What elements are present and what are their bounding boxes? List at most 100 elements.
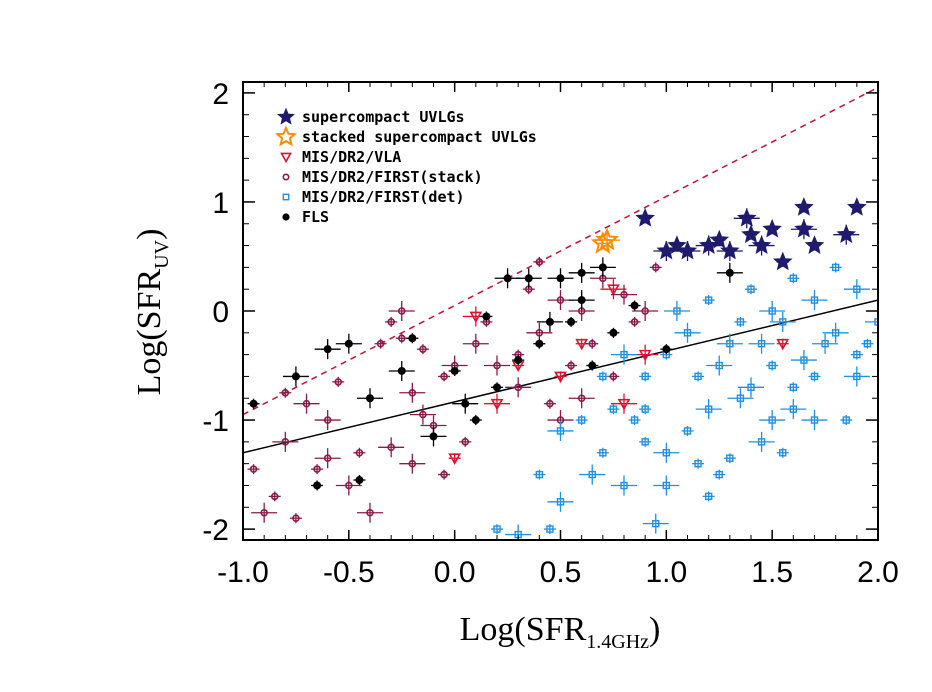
mis-dr2-first-stack-point — [577, 394, 586, 403]
mis-dr2-first-det-point — [588, 470, 596, 479]
mis-dr2-first-stack-point — [440, 372, 448, 381]
supercompact-uvlgs-point — [772, 251, 793, 271]
mis-dr2-first-stack-point — [514, 383, 522, 392]
mis-dr2-first-det-point — [599, 372, 607, 381]
fls-point — [408, 334, 417, 343]
legend-marker-mis-dr2-vla — [280, 152, 292, 164]
mis-dr2-first-det-point — [683, 329, 692, 337]
legend-marker-supercompact-uvlgs — [277, 107, 295, 125]
mis-dr2-first-det-point — [726, 340, 734, 348]
x-tick-label: -1.0 — [217, 556, 269, 589]
mis-dr2-first-det-point — [662, 481, 671, 490]
y-tick-label: -2 — [202, 514, 229, 547]
mis-dr2-first-stack-point — [546, 399, 554, 408]
mis-dr2-first-det-point — [641, 405, 649, 413]
mis-dr2-first-det-point — [556, 427, 565, 435]
mis-dr2-first-det-point — [652, 519, 660, 528]
mis-dr2-first-stack-point — [588, 339, 597, 348]
supercompact-uvlgs-point — [762, 218, 782, 238]
x-tick-label: 1.0 — [645, 556, 687, 589]
mis-dr2-first-stack-point — [567, 361, 575, 370]
mis-dr2-first-stack-point — [440, 470, 448, 479]
mis-dr2-first-stack-point — [461, 438, 470, 446]
mis-dr2-first-det-point — [673, 307, 681, 315]
mis-dr2-first-stack-point — [630, 318, 639, 326]
fls-point — [524, 274, 533, 283]
mis-dr2-first-det-point — [726, 454, 734, 462]
mis-dr2-first-det-point — [789, 405, 798, 413]
axis-ticks: -1.0 -0.5 0.0 0.5 1.0 1.5 2.0 -2 -1 0 1 2 — [202, 78, 899, 589]
mis-dr2-first-det-point — [810, 416, 819, 424]
mis-dr2-first-det-point — [747, 285, 755, 293]
one-to-one-line — [243, 86, 878, 416]
x-tick-label: 2.0 — [857, 556, 899, 589]
supercompact-uvlgs-point — [794, 218, 814, 238]
fls-point — [577, 268, 586, 277]
mis-dr2-vla-point — [638, 349, 652, 362]
y-tick-label: 0 — [212, 296, 229, 329]
mis-dr2-vla-point — [554, 371, 567, 384]
fls-point — [598, 263, 607, 272]
mis-dr2-first-det-point — [535, 470, 544, 479]
mis-dr2-first-det-point — [683, 427, 692, 435]
supercompact-uvlgs-point — [751, 235, 772, 254]
mis-dr2-first-det-point — [768, 361, 776, 370]
mis-dr2-first-stack-point — [366, 508, 374, 517]
fls-point — [662, 345, 671, 354]
x-tick-label: 0.5 — [540, 556, 582, 589]
mis-dr2-first-det-point — [810, 372, 819, 381]
mis-dr2-first-stack-point — [323, 454, 332, 463]
mis-dr2-first-det-point — [694, 459, 702, 468]
fls-point — [577, 296, 586, 305]
mis-dr2-vla-point — [490, 398, 504, 411]
mis-dr2-first-det-point — [821, 340, 829, 348]
fls-point — [609, 328, 618, 337]
mis-dr2-first-stack-point — [408, 459, 417, 468]
mis-dr2-first-det-point — [853, 350, 861, 359]
legend-label-mis-dr2-first-det: MIS/DR2/FIRST(det) — [302, 188, 465, 206]
mis-dr2-first-det-point — [863, 340, 872, 348]
legend-marker-stacked-supercompact-uvlgs — [274, 125, 298, 147]
mis-dr2-first-stack-point — [323, 416, 332, 424]
fls-point — [567, 317, 576, 326]
fls-point — [323, 345, 332, 354]
mis-dr2-first-stack-point — [387, 318, 395, 326]
mis-dr2-first-stack-point — [419, 345, 427, 353]
fls-point — [514, 356, 523, 365]
legend-label-mis-dr2-vla: MIS/DR2/VLA — [302, 148, 401, 166]
fls-point — [313, 481, 322, 490]
fls-point — [630, 301, 639, 310]
mis-dr2-vla-point — [776, 338, 790, 351]
mis-dr2-first-stack-point — [249, 465, 258, 473]
x-tick-label: 0.0 — [434, 556, 476, 589]
supercompact-uvlgs-point — [836, 224, 857, 243]
mis-dr2-first-det-point — [715, 361, 723, 370]
fls-point — [450, 366, 459, 375]
mis-dr2-first-stack-point — [355, 448, 364, 457]
mis-dr2-first-det-point — [577, 416, 586, 424]
fls-point — [344, 339, 353, 348]
mis-dr2-first-det-point — [641, 438, 649, 446]
supercompact-uvlgs-point — [741, 224, 761, 243]
mis-dr2-first-det-point — [768, 307, 776, 315]
mis-dr2-first-det-point — [831, 263, 840, 272]
legend-marker-fls — [282, 213, 290, 221]
mis-dr2-first-det-point — [874, 318, 878, 326]
mis-dr2-first-stack-point — [408, 388, 417, 397]
mis-dr2-first-stack-point — [345, 481, 353, 490]
supercompact-uvlgs-point — [720, 240, 740, 260]
mis-dr2-first-det-point — [747, 383, 755, 392]
mis-dr2-vla-point — [469, 311, 483, 324]
legend-label-mis-dr2-first-stack: MIS/DR2/FIRST(stack) — [302, 168, 483, 186]
fls-point — [545, 317, 554, 326]
supercompact-uvlgs-point — [804, 235, 825, 254]
mis-dr2-first-stack-point — [334, 378, 343, 386]
mis-dr2-first-stack-point — [620, 290, 628, 299]
mis-dr2-first-det-point — [757, 438, 766, 446]
fls-point — [535, 339, 544, 348]
mis-dr2-first-stack-point — [472, 339, 480, 348]
mis-dr2-first-det-point — [842, 416, 850, 424]
mis-dr2-first-stack-point — [387, 443, 395, 452]
fls-point — [503, 274, 512, 283]
